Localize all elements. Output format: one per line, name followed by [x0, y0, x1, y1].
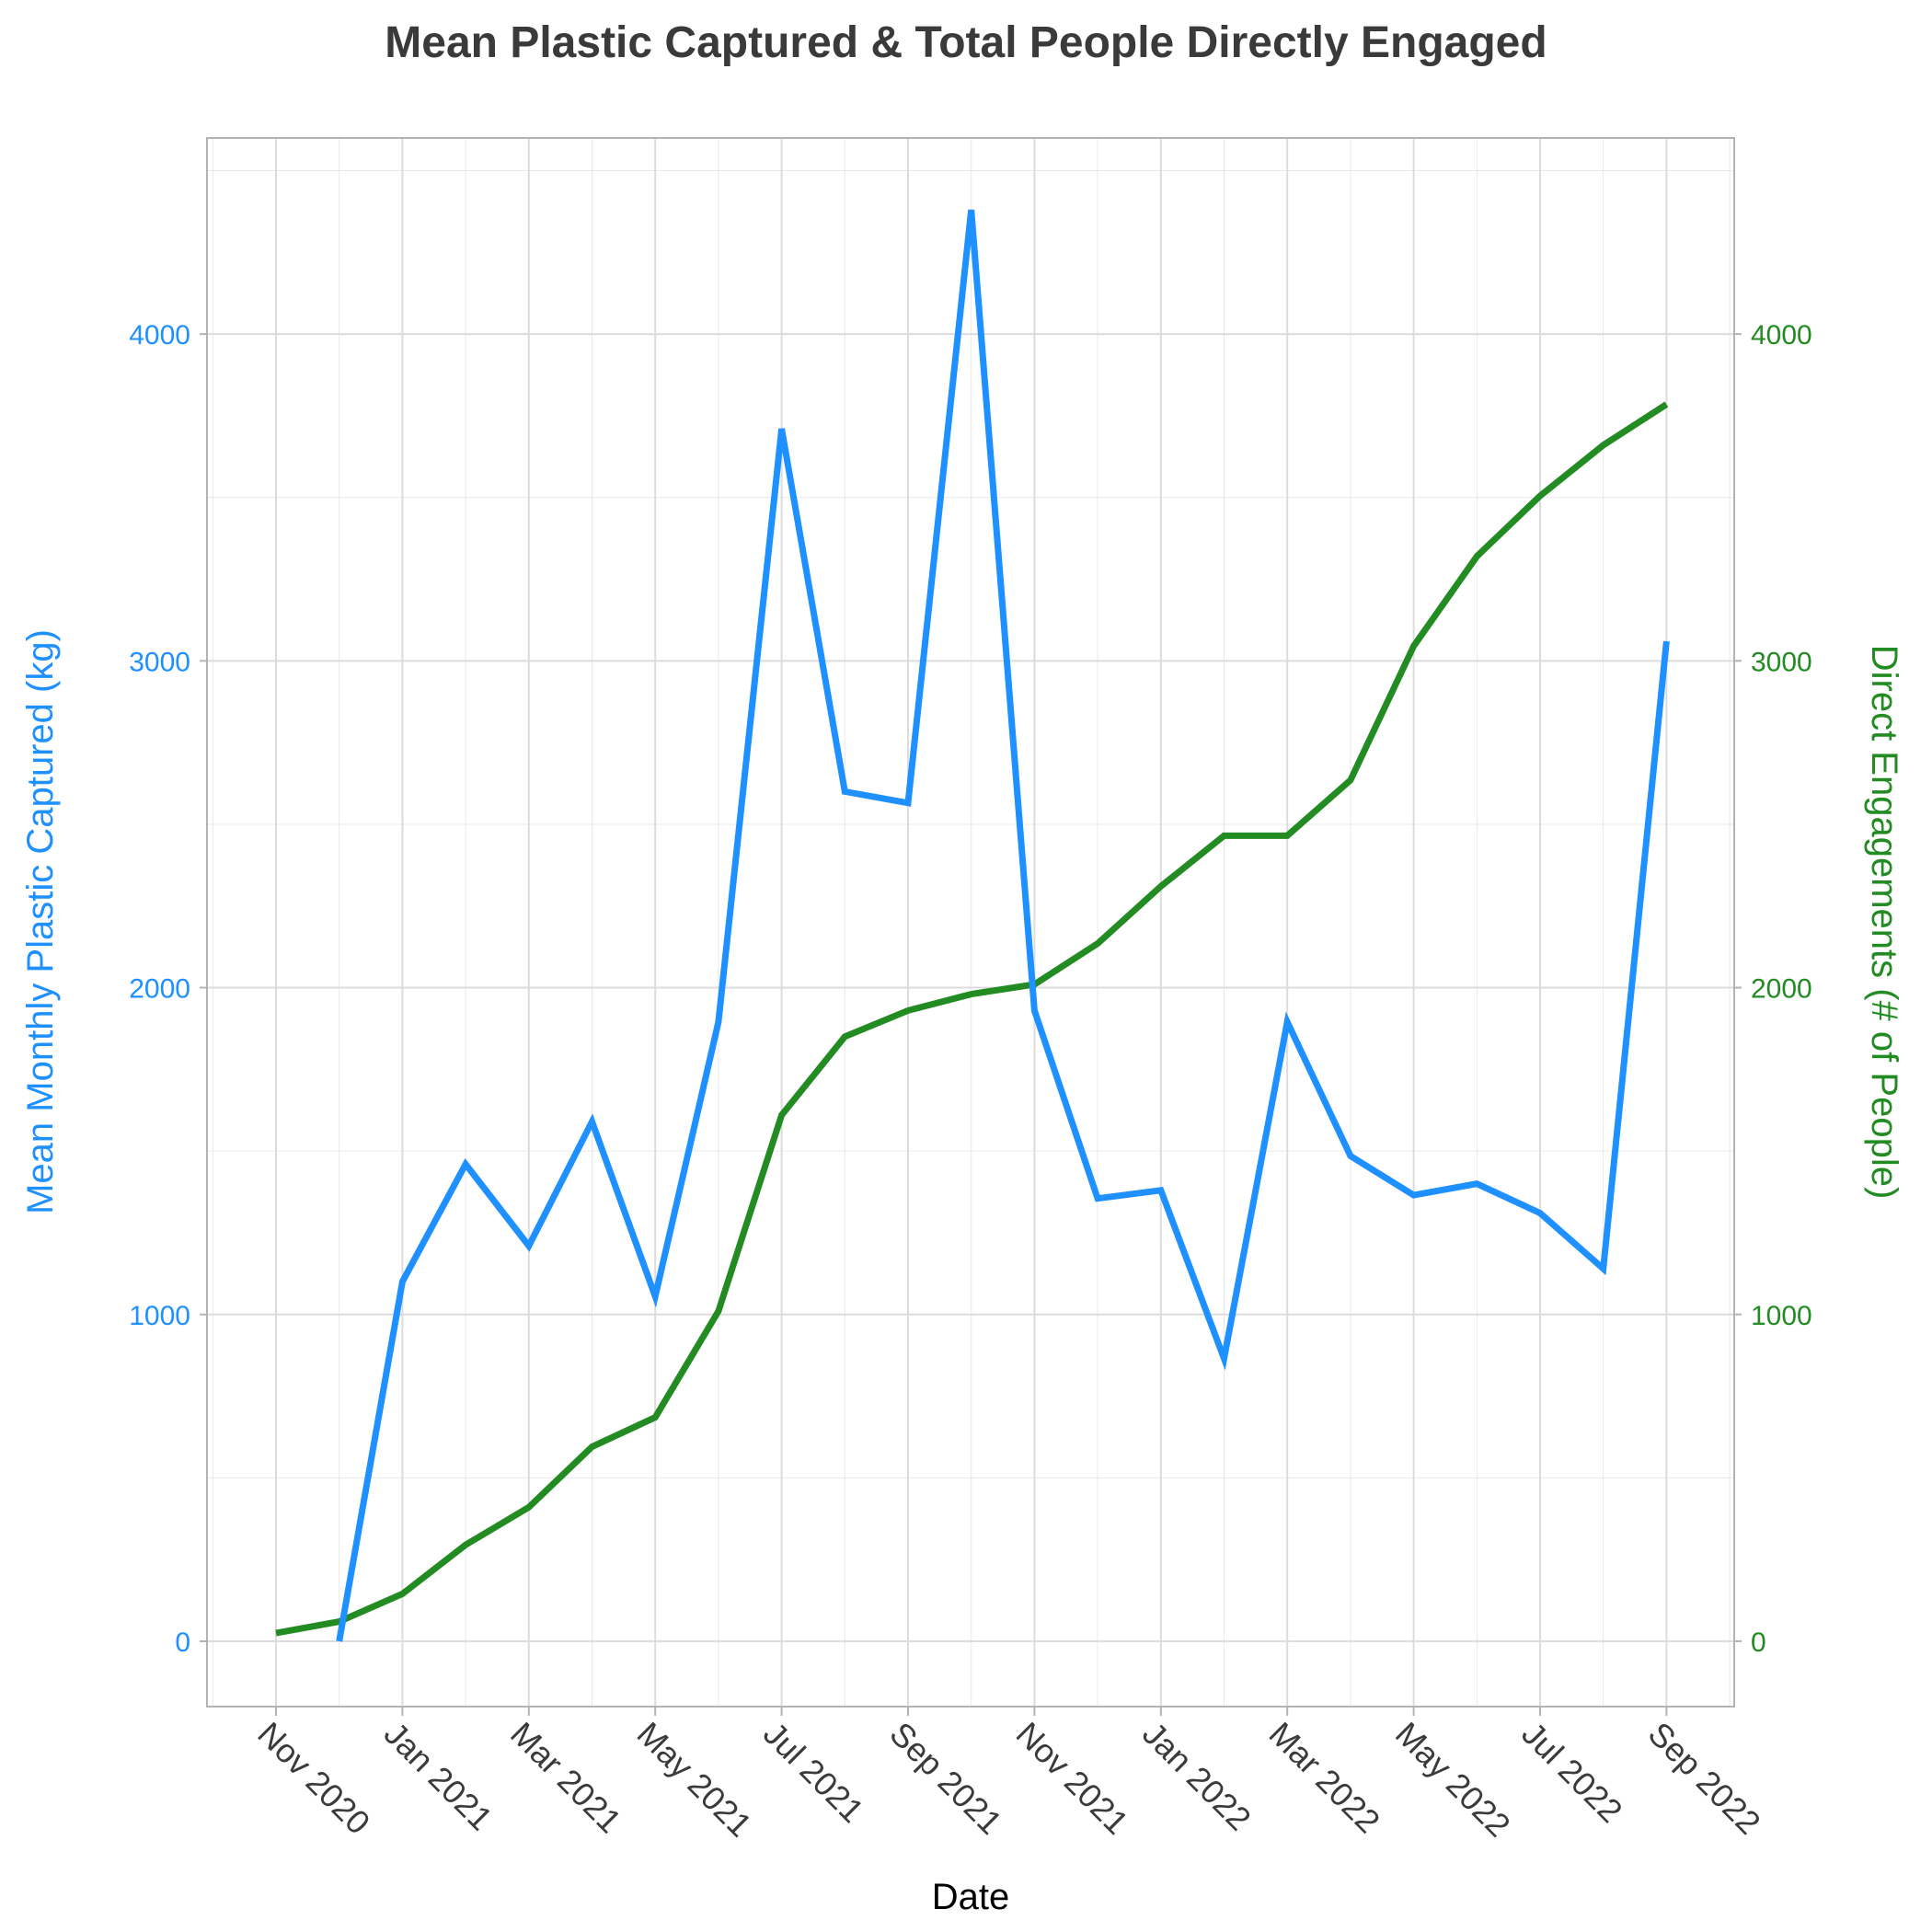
- plastic-captured-line: [336, 209, 1670, 1642]
- x-axis-label: Date: [932, 1877, 1010, 1917]
- y-axis-label-left: Mean Monthly Plastic Captured (kg): [20, 629, 61, 1214]
- x-tick-label: May 2022: [1388, 1715, 1518, 1845]
- grid-layer: [207, 138, 1734, 1707]
- x-tick-label: Mar 2021: [503, 1715, 629, 1841]
- direct-engagements-line: [275, 401, 1669, 1637]
- x-tick-label: Jul 2021: [756, 1715, 871, 1830]
- chart-title: Mean Plastic Captured & Total People Dir…: [385, 18, 1547, 67]
- y-tick-label-right: 2000: [1751, 974, 1812, 1005]
- y-tick-label-right: 3000: [1751, 647, 1812, 677]
- x-tick-label: Nov 2021: [1009, 1715, 1136, 1842]
- x-tick-label: Nov 2020: [250, 1715, 377, 1842]
- y-tick-label-right: 0: [1751, 1627, 1766, 1658]
- y-tick-label-left: 2000: [129, 974, 190, 1005]
- x-tick-label: May 2021: [630, 1715, 760, 1845]
- y-tick-label-left: 3000: [129, 647, 190, 677]
- y-tick-label-left: 1000: [129, 1301, 190, 1331]
- plot-frame: [206, 137, 1735, 1708]
- x-tick-label: Sep 2021: [882, 1715, 1009, 1842]
- y-tick-label-right: 4000: [1751, 320, 1812, 351]
- y-tick-label-right: 1000: [1751, 1301, 1812, 1331]
- y-tick-label-left: 4000: [129, 320, 190, 351]
- x-tick-label: Sep 2022: [1641, 1715, 1768, 1842]
- y-tick-label-left: 0: [175, 1627, 190, 1658]
- x-tick-label: Jan 2022: [1135, 1715, 1259, 1838]
- x-tick-label: Jul 2022: [1514, 1715, 1629, 1830]
- x-tick-label: Jan 2021: [377, 1715, 500, 1838]
- y-axis-label-right: Direct Engagements (# of People): [1864, 645, 1904, 1200]
- x-tick-label: Mar 2022: [1262, 1715, 1388, 1841]
- series-layer: [275, 209, 1670, 1642]
- tick-layer: 0 1000 2000 3000 4000 0 1000 2000 3000 4000 Nov 20…: [129, 320, 1812, 1844]
